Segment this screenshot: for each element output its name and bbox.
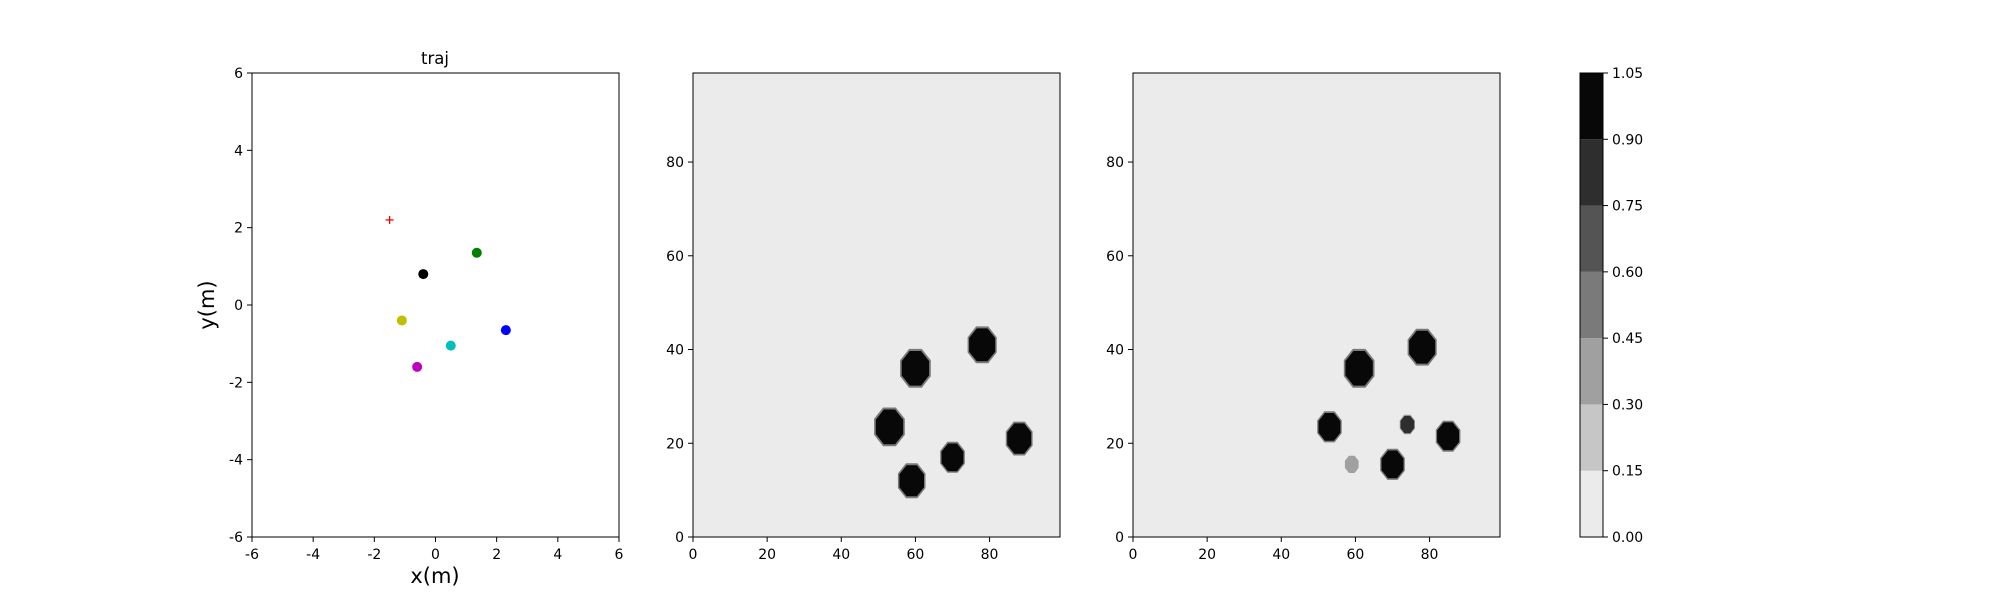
map-2-obstacles <box>1317 328 1461 480</box>
map1-obstacle <box>967 326 997 364</box>
map-2-y-axis: 0 20 40 60 80 <box>1106 155 1133 546</box>
colorbar-tick-label: 0.75 <box>1612 199 1643 215</box>
map2-obstacle <box>1380 448 1405 480</box>
map-1-obstacles <box>874 326 1033 499</box>
colorbar-tick-label: 1.05 <box>1612 66 1643 82</box>
traj-agent-point <box>412 361 423 372</box>
map1-obstacle <box>900 348 931 388</box>
traj-x-tick-label: 4 <box>553 547 562 563</box>
colorbar-tick-label: 0.15 <box>1612 464 1643 480</box>
traj-y-tick-label: 4 <box>234 143 243 159</box>
map-2-background <box>1133 73 1500 537</box>
traj-points <box>385 215 511 372</box>
map2-obstacle <box>1343 348 1375 388</box>
map2-y-tick-label: 40 <box>1106 343 1124 359</box>
colorbar-band <box>1580 271 1603 339</box>
traj-x-tick-label: -2 <box>367 547 381 563</box>
map-2-frame <box>1132 72 1501 538</box>
map1-obstacle <box>940 441 965 473</box>
traj-y-axis: -6 -4 -2 0 2 4 6 <box>229 66 252 546</box>
traj-plot-title: traj <box>421 49 449 68</box>
map1-obstacle <box>897 463 926 499</box>
traj-plot: traj -6 -4 -2 0 2 4 6 -6 -4 -2 0 2 4 6 x(m) y(m) <box>195 49 624 588</box>
map-1-frame <box>692 72 1061 538</box>
colorbar-band <box>1580 470 1603 537</box>
colorbar-band <box>1580 73 1603 140</box>
colorbar-band <box>1580 404 1603 471</box>
traj-x-axis: -6 -4 -2 0 2 4 6 <box>245 537 624 563</box>
colorbar-tick-label: 0.45 <box>1612 331 1643 347</box>
traj-agent-point <box>418 269 429 280</box>
map-1-x-axis: 0 20 40 60 80 <box>689 537 999 563</box>
map2-y-tick-label: 60 <box>1106 249 1124 265</box>
occupancy-map-2: 0 20 40 60 80 0 20 40 60 80 <box>1106 72 1501 563</box>
traj-x-tick-label: -4 <box>306 547 320 563</box>
map1-x-tick-label: 80 <box>981 547 999 563</box>
map1-x-tick-label: 60 <box>907 547 925 563</box>
occupancy-map-1: 0 20 40 60 80 0 20 40 60 80 <box>666 72 1061 563</box>
traj-y-tick-label: -2 <box>229 375 243 391</box>
colorbar-tick-label: 0.30 <box>1612 397 1643 413</box>
traj-y-tick-label: 0 <box>234 298 243 314</box>
map-1-y-axis: 0 20 40 60 80 <box>666 155 693 546</box>
map2-y-tick-label: 20 <box>1106 436 1124 452</box>
traj-agent-point <box>471 247 482 258</box>
traj-x-tick-label: 2 <box>492 547 501 563</box>
traj-agent-point <box>500 325 511 336</box>
traj-x-axis-label: x(m) <box>410 564 459 588</box>
traj-y-tick-label: 2 <box>234 221 243 237</box>
colorbar-frame <box>1579 72 1604 538</box>
map2-y-tick-label: 0 <box>1115 530 1124 546</box>
colorbar-band <box>1580 338 1603 405</box>
map2-x-tick-label: 0 <box>1129 547 1138 563</box>
map2-x-tick-label: 60 <box>1347 547 1365 563</box>
map1-y-tick-label: 0 <box>675 530 684 546</box>
map2-x-tick-label: 20 <box>1198 547 1216 563</box>
map2-obstacle <box>1399 414 1415 435</box>
map1-obstacle <box>1005 421 1033 456</box>
colorbar-tick-label: 0.90 <box>1612 132 1643 148</box>
traj-y-tick-label: 6 <box>234 66 243 82</box>
map1-y-tick-label: 40 <box>666 343 684 359</box>
map2-x-tick-label: 80 <box>1421 547 1439 563</box>
map2-obstacle <box>1407 328 1437 366</box>
traj-y-tick-label: -4 <box>229 453 243 469</box>
map1-x-tick-label: 40 <box>832 547 850 563</box>
map2-obstacle <box>1344 454 1360 475</box>
map-2-x-axis: 0 20 40 60 80 <box>1129 537 1439 563</box>
map1-y-tick-label: 60 <box>666 249 684 265</box>
colorbar-tick-label: 0.00 <box>1612 530 1643 546</box>
traj-agent-point <box>445 340 456 351</box>
colorbar-band <box>1580 139 1603 206</box>
map2-x-tick-label: 40 <box>1272 547 1290 563</box>
traj-agent-point <box>396 315 407 326</box>
map1-x-tick-label: 20 <box>758 547 776 563</box>
map2-y-tick-label: 80 <box>1106 155 1124 171</box>
traj-y-tick-label: -6 <box>229 530 243 546</box>
map2-obstacle <box>1317 411 1342 443</box>
map1-x-tick-label: 0 <box>689 547 698 563</box>
map1-y-tick-label: 20 <box>666 436 684 452</box>
map1-y-tick-label: 80 <box>666 155 684 171</box>
colorbar-band <box>1580 205 1603 272</box>
map-1-background <box>693 73 1060 537</box>
colorbar-axis: 0.00 0.15 0.30 0.45 0.60 0.75 0.90 1.05 <box>1603 66 1643 546</box>
colorbar-bands <box>1580 73 1603 537</box>
traj-x-tick-label: 6 <box>615 547 624 563</box>
traj-goal-marker <box>385 215 394 224</box>
colorbar-tick-label: 0.60 <box>1612 265 1643 281</box>
map2-obstacle <box>1435 420 1461 452</box>
traj-y-axis-label: y(m) <box>195 280 219 329</box>
map1-obstacle <box>874 407 905 447</box>
colorbar: 0.00 0.15 0.30 0.45 0.60 0.75 0.90 1.05 <box>1579 66 1643 546</box>
traj-plot-frame <box>251 72 620 538</box>
traj-x-tick-label: -6 <box>245 547 259 563</box>
traj-x-tick-label: 0 <box>431 547 440 563</box>
